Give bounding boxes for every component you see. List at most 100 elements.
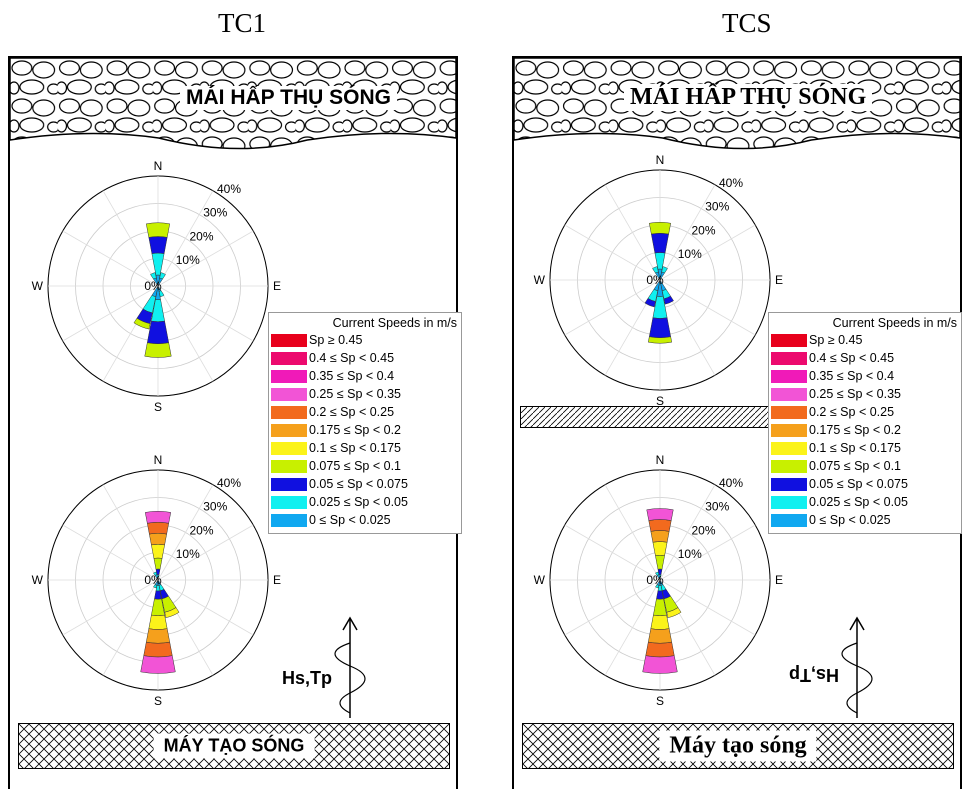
legend-swatch xyxy=(771,495,807,509)
legend-label: 0.35 ≤ Sp < 0.4 xyxy=(309,369,395,383)
legend-label: 0.05 ≤ Sp < 0.075 xyxy=(309,477,408,491)
grid-spoke xyxy=(604,184,661,281)
legend-item: 0.175 ≤ Sp < 0.2 xyxy=(769,421,961,439)
wave-generator: Máy tạo sóng xyxy=(522,723,954,769)
legend-item: 0.05 ≤ Sp < 0.075 xyxy=(269,475,461,493)
rose-segment xyxy=(644,298,656,308)
direction-w: W xyxy=(534,273,546,287)
rose-segment xyxy=(143,641,173,658)
legend-label: 0.075 ≤ Sp < 0.1 xyxy=(309,459,401,473)
legend-label: Sp ≥ 0.45 xyxy=(809,333,863,347)
grid-spoke xyxy=(157,579,254,636)
rose-segment xyxy=(646,508,674,521)
rose-segment xyxy=(666,607,682,618)
wave-arrow-icon xyxy=(334,616,366,718)
ring-label: 10% xyxy=(176,253,200,267)
legend-item: 0.4 ≤ Sp < 0.45 xyxy=(269,349,461,367)
legend-swatch xyxy=(771,441,807,455)
direction-n: N xyxy=(656,153,665,167)
ring-label: 20% xyxy=(692,523,716,537)
ring-label: 40% xyxy=(217,476,241,490)
direction-e: E xyxy=(775,273,783,287)
rose-segment xyxy=(150,272,157,280)
legend-label: 0 ≤ Sp < 0.025 xyxy=(809,513,891,527)
rose-segment xyxy=(151,544,165,559)
legend-swatch xyxy=(771,513,807,527)
rose-segment xyxy=(133,317,151,330)
rose-segment xyxy=(140,655,176,674)
legend-label: Sp ≥ 0.45 xyxy=(309,333,363,347)
panel-tcs: MÁI HẤP THỤ SÓNG N E S W 10% 20% 30% 40% 0% N E S W… xyxy=(512,56,962,789)
legend-label: 0.05 ≤ Sp < 0.075 xyxy=(809,477,908,491)
legend-swatch xyxy=(771,351,807,365)
legend-item: 0.25 ≤ Sp < 0.35 xyxy=(769,385,961,403)
wave-label: Hs,Tp xyxy=(282,668,333,688)
legend-label: 0.4 ≤ Sp < 0.45 xyxy=(809,351,895,365)
legend-item: 0.2 ≤ Sp < 0.25 xyxy=(269,403,461,421)
ring-label: 40% xyxy=(217,182,241,196)
direction-n: N xyxy=(154,159,163,173)
direction-e: E xyxy=(273,573,281,587)
legend-title: Current Speeds in m/s xyxy=(832,316,957,330)
ring-label: 30% xyxy=(203,206,227,220)
absorber-label: MÁI HẤP THỤ SÓNG xyxy=(624,84,873,111)
legend-swatch xyxy=(271,441,307,455)
panel-title-tc1: TC1 xyxy=(218,8,267,38)
legend-item: 0.025 ≤ Sp < 0.05 xyxy=(269,493,461,511)
ring-label: 10% xyxy=(176,547,200,561)
center-label: 0% xyxy=(144,279,162,293)
grid-spoke xyxy=(102,579,159,676)
legend-label: 0.025 ≤ Sp < 0.05 xyxy=(809,495,908,509)
direction-w: W xyxy=(534,573,546,587)
rose-segment xyxy=(647,628,673,644)
legend-swatch xyxy=(271,387,307,401)
rose-segment xyxy=(648,222,672,235)
rose-segment xyxy=(655,584,660,589)
grid-spoke xyxy=(157,190,214,287)
legend-tcs: Current Speeds in m/s Sp ≥ 0.45 0.4 ≤ Sp … xyxy=(768,312,962,534)
direction-n: N xyxy=(154,453,163,467)
legend-swatch xyxy=(771,459,807,473)
rose-segment xyxy=(164,607,180,618)
legend-swatch xyxy=(771,333,807,347)
ring-label: 20% xyxy=(190,229,214,243)
wave-arrow-icon xyxy=(841,616,873,718)
rose-segment xyxy=(650,530,670,543)
ring-label: 30% xyxy=(705,500,729,514)
grid-spoke xyxy=(659,579,756,636)
legend-label: 0.1 ≤ Sp < 0.175 xyxy=(809,441,901,455)
ring-label: 10% xyxy=(678,247,702,261)
legend-swatch xyxy=(771,387,807,401)
legend-swatch xyxy=(271,513,307,527)
rose-segment xyxy=(144,342,172,358)
grid-spoke xyxy=(62,579,159,636)
rose-tc1-upper: N E S W 10% 20% 30% 40% 0% xyxy=(32,159,281,414)
legend-swatch xyxy=(771,423,807,437)
legend-item: 0.075 ≤ Sp < 0.1 xyxy=(269,457,461,475)
legend-label: 0.4 ≤ Sp < 0.45 xyxy=(309,351,395,365)
wave-label: Hs,Tp xyxy=(789,665,840,685)
legend-title: Current Speeds in m/s xyxy=(332,316,457,330)
rose-segment xyxy=(159,272,166,280)
rose-tcs-upper: N E S W 10% 20% 30% 40% 0% xyxy=(534,153,783,408)
panel-title-tcs: TCS xyxy=(722,8,772,38)
legend-label: 0.175 ≤ Sp < 0.2 xyxy=(809,423,901,437)
legend-label: 0.35 ≤ Sp < 0.4 xyxy=(809,369,895,383)
grid-spoke xyxy=(102,190,159,287)
direction-s: S xyxy=(154,694,162,708)
rose-area: N E S W 10% 20% 30% 40% 0% N E S W 10% 20% 30% 40% 0% xyxy=(534,153,873,718)
grid-spoke xyxy=(659,524,756,581)
grid-spoke xyxy=(564,579,661,636)
absorber-label: MÁI HẤP THỤ SÓNG xyxy=(180,86,397,110)
legend-swatch xyxy=(771,405,807,419)
rose-segment xyxy=(655,571,660,576)
center-label: 0% xyxy=(646,573,664,587)
grid-spoke xyxy=(157,484,214,581)
legend-item: 0 ≤ Sp < 0.025 xyxy=(269,511,461,529)
grid-spoke xyxy=(62,230,159,287)
rose-tcs-lower: N E S W 10% 20% 30% 40% 0% xyxy=(534,453,783,708)
ring-label: 20% xyxy=(692,223,716,237)
legend-swatch xyxy=(271,405,307,419)
grid-spoke xyxy=(604,579,661,676)
rose-area: N E S W 10% 20% 30% 40% 0% N E S W 10% 20% 30% 40% 0% xyxy=(32,159,366,718)
